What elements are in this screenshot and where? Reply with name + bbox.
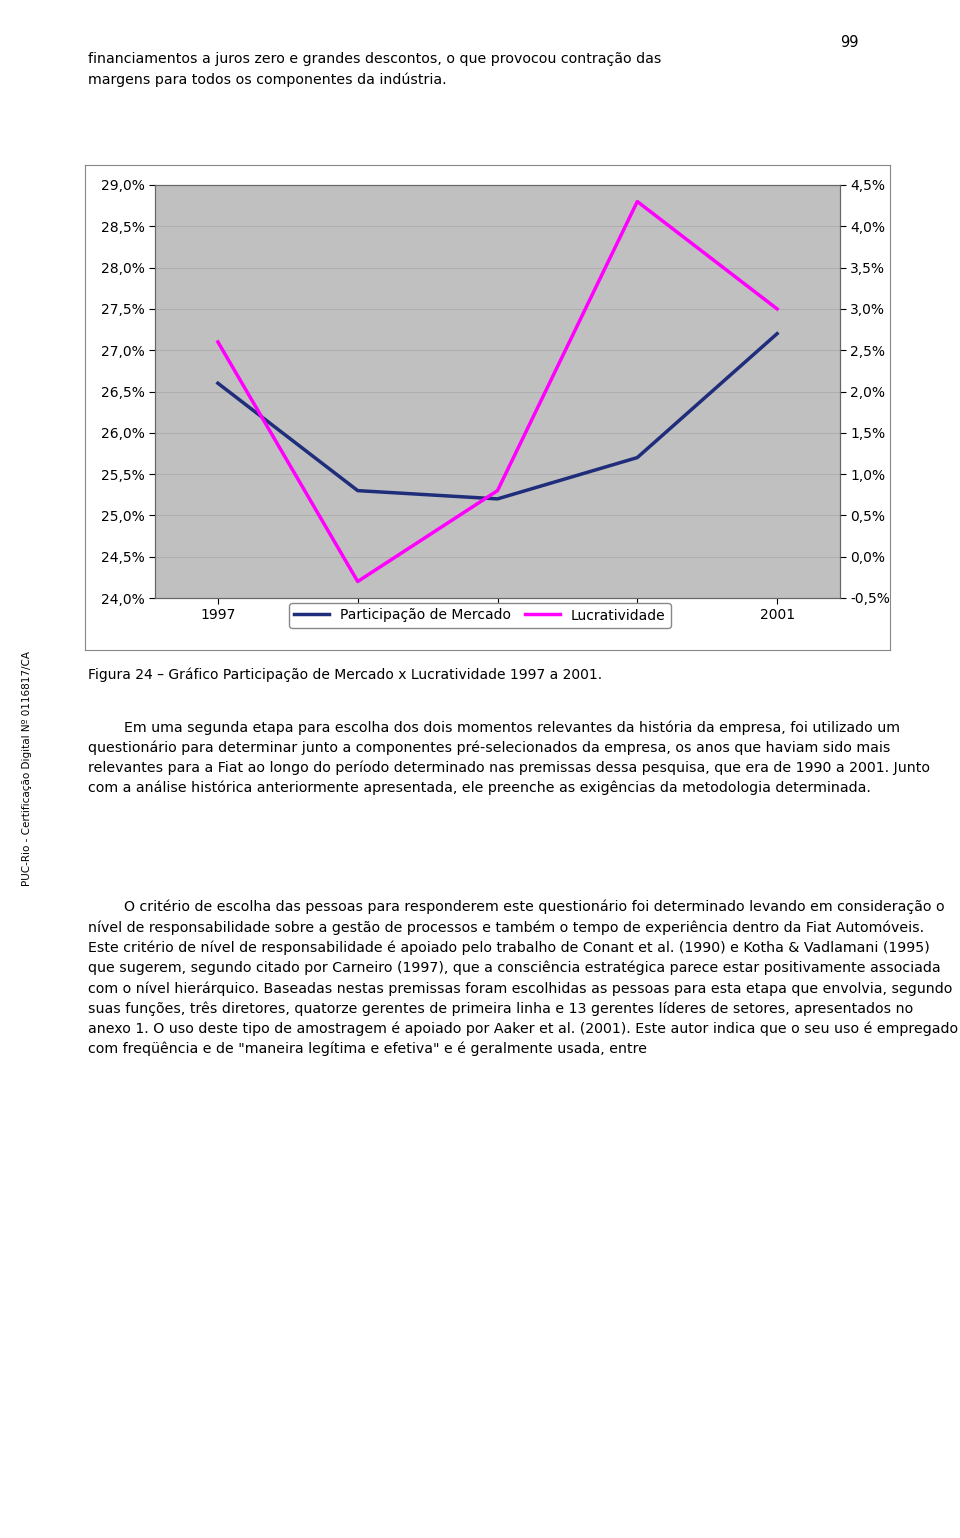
Text: 99: 99 [840,35,859,51]
Text: financiamentos a juros zero e grandes descontos, o que provocou contração das
ma: financiamentos a juros zero e grandes de… [88,52,661,86]
Text: Figura 24 – Gráfico Participação de Mercado x Lucratividade 1997 a 2001.: Figura 24 – Gráfico Participação de Merc… [88,667,603,683]
Text: PUC-Rio - Certificação Digital Nº 0116817/CA: PUC-Rio - Certificação Digital Nº 011681… [22,652,32,886]
Text: O critério de escolha das pessoas para responderem este questionário foi determi: O critério de escolha das pessoas para r… [88,900,958,1057]
Text: Em uma segunda etapa para escolha dos dois momentos relevantes da história da em: Em uma segunda etapa para escolha dos do… [88,720,930,795]
Legend: Participação de Mercado, Lucratividade: Participação de Mercado, Lucratividade [289,603,671,628]
